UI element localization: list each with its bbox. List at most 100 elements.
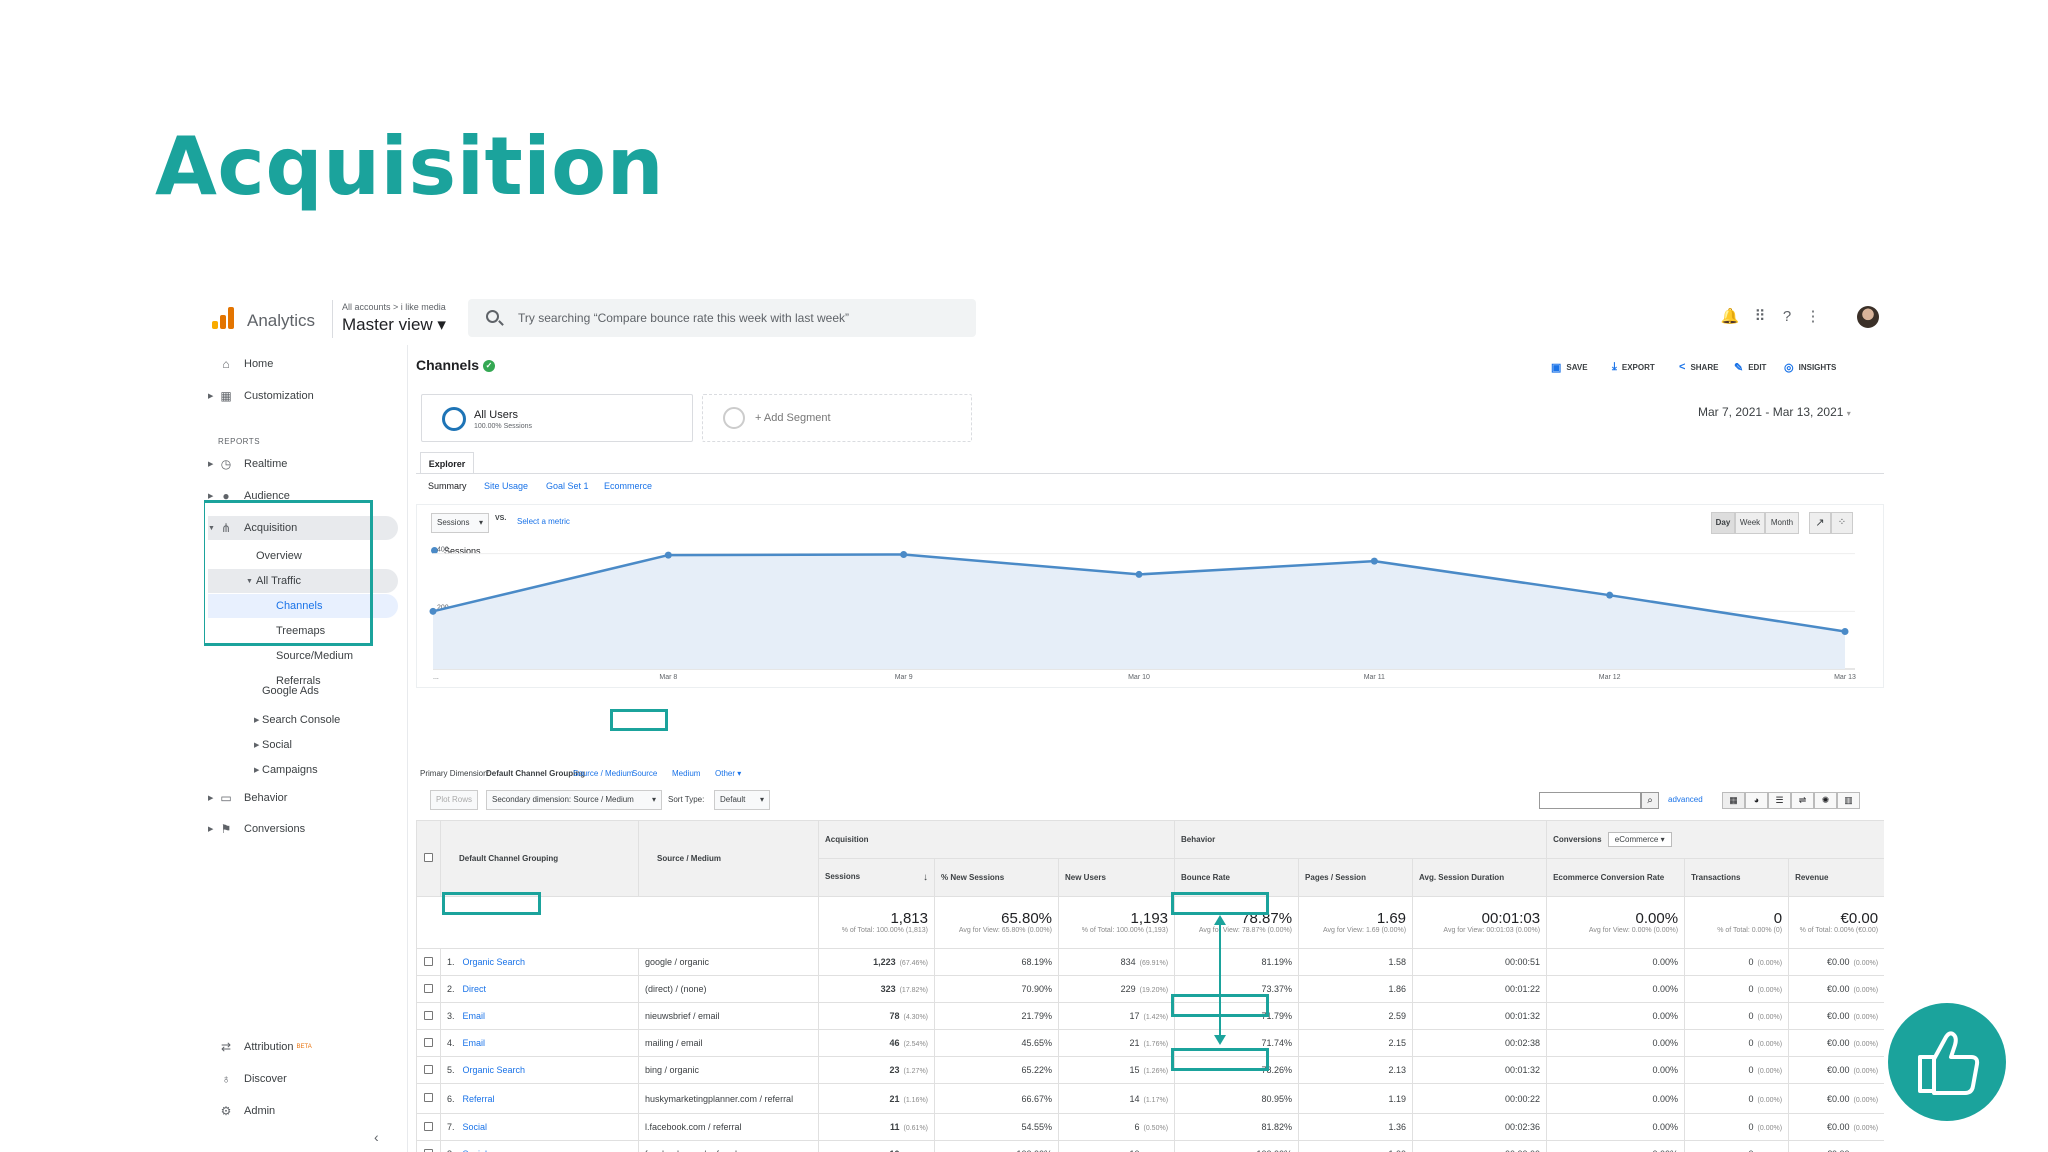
sidebar-item-home[interactable]: ⌂ Home — [218, 352, 273, 376]
row-select-cell[interactable] — [416, 975, 441, 1003]
month-button[interactable]: Month — [1765, 512, 1799, 534]
row-select-cell[interactable] — [416, 1056, 441, 1084]
sidebar-item-overview[interactable]: Overview — [256, 550, 302, 562]
subtab-goal-set[interactable]: Goal Set 1 — [546, 481, 589, 491]
col-header-sessions[interactable]: Sessions ↓ — [818, 858, 935, 897]
row-checkbox[interactable] — [424, 1148, 433, 1152]
primary-dimension-value[interactable]: Default Channel Grouping — [486, 769, 586, 778]
comparison-view-icon[interactable]: ⇌ — [1791, 792, 1814, 809]
notifications-bell-icon[interactable]: 🔔 — [1720, 308, 1740, 325]
row-checkbox[interactable] — [424, 1064, 433, 1074]
row-select-cell[interactable] — [416, 1083, 441, 1114]
sidebar-item-audience[interactable]: ▶ ● Audience — [208, 489, 290, 503]
pie-view-icon[interactable]: ◕ — [1745, 792, 1768, 809]
channel-link[interactable]: Organic Search — [462, 1065, 526, 1075]
sidebar-item-behavior[interactable]: ▶ ▭ Behavior — [208, 791, 288, 805]
sidebar-item-treemaps[interactable]: Treemaps — [276, 625, 326, 637]
select-metric-link[interactable]: Select a metric — [517, 517, 570, 526]
date-range-picker[interactable]: Mar 7, 2021 - Mar 13, 2021 ▾ — [1698, 405, 1851, 419]
col-header-source-medium[interactable]: Source / Medium — [638, 820, 819, 897]
table-search-icon[interactable]: ⌕ — [1641, 792, 1659, 809]
view-selector[interactable]: Master view ▾ — [342, 315, 446, 334]
sidebar-item-conversions[interactable]: ▶ ⚑ Conversions — [208, 822, 306, 836]
insights-button[interactable]: ◎ INSIGHTS — [1784, 362, 1837, 374]
share-button[interactable]: < SHARE — [1679, 361, 1719, 373]
sidebar-item-google-ads[interactable]: ▶Google Ads — [262, 685, 319, 697]
sidebar-item-attribution[interactable]: ⇄ Attribution BETA — [218, 1035, 312, 1059]
subtab-site-usage[interactable]: Site Usage — [484, 481, 529, 491]
edit-button[interactable]: ✎ EDIT — [1734, 362, 1767, 374]
line-chart-icon[interactable]: ↗ — [1809, 512, 1831, 534]
sidebar-item-discover[interactable]: ♁ Discover — [218, 1067, 287, 1091]
performance-view-icon[interactable]: ☰ — [1768, 792, 1791, 809]
row-checkbox[interactable] — [424, 1037, 433, 1047]
table-row[interactable]: 8. Social facebook.com / referral10(0.55%)… — [416, 1140, 1884, 1152]
search-input[interactable]: Try searching “Compare bounce rate this … — [468, 299, 976, 337]
col-header-bounce-rate[interactable]: Bounce Rate — [1174, 858, 1300, 897]
sidebar-item-social[interactable]: ▶ Social — [254, 739, 292, 751]
export-button[interactable]: ⤓ EXPORT — [1612, 361, 1655, 373]
table-row[interactable]: 5. Organic Search bing / organic 23 (1.27%) 6… — [416, 1056, 1884, 1084]
channel-link[interactable]: Email — [462, 1038, 486, 1048]
channel-link[interactable]: Social — [462, 1122, 488, 1132]
table-search-input[interactable] — [1539, 792, 1641, 809]
help-icon[interactable]: ? — [1782, 307, 1792, 325]
sidebar-item-admin[interactable]: ⚙ Admin — [218, 1099, 276, 1123]
col-header-avg-duration[interactable]: Avg. Session Duration — [1412, 858, 1548, 897]
channel-link[interactable]: Direct — [462, 984, 487, 994]
table-row[interactable]: 4. Email mailing / email 46 (2.54%) 45.65% 21(… — [416, 1029, 1884, 1057]
col-header-new-users[interactable]: New Users — [1057, 858, 1176, 897]
segment-all-users[interactable]: All Users 100.00% Sessions — [421, 394, 693, 442]
table-view-icon[interactable]: ▦ — [1722, 792, 1745, 809]
conversions-select[interactable]: eCommerce ▾ — [1607, 832, 1672, 847]
sidebar-item-all-traffic[interactable]: ▼ All Traffic — [208, 569, 398, 593]
row-checkbox[interactable] — [424, 1121, 433, 1131]
secondary-dimension-dropdown[interactable]: Secondary dimension: Source / Medium ▾ — [486, 790, 662, 810]
dim-source-medium-link[interactable]: Source / Medium — [573, 769, 634, 778]
dim-other-dropdown[interactable]: Other ▾ — [715, 769, 742, 778]
term-cloud-icon[interactable]: ✺ — [1814, 792, 1837, 809]
sidebar-item-realtime[interactable]: ▶ ◷ Realtime — [208, 457, 288, 471]
motion-chart-icon[interactable]: ⁘ — [1831, 512, 1853, 534]
row-checkbox[interactable] — [424, 956, 433, 966]
add-segment-button[interactable]: + Add Segment — [702, 394, 972, 442]
pivot-view-icon[interactable]: ▥ — [1837, 792, 1860, 809]
dim-source-link[interactable]: Source — [632, 769, 658, 778]
col-header-pages-session[interactable]: Pages / Session — [1298, 858, 1414, 897]
channel-link[interactable]: Referral — [462, 1093, 495, 1104]
save-button[interactable]: ▣ SAVE — [1551, 362, 1588, 374]
row-checkbox[interactable] — [424, 1010, 433, 1020]
col-header-revenue[interactable]: Revenue — [1788, 858, 1884, 897]
day-button[interactable]: Day — [1711, 512, 1735, 534]
avatar[interactable] — [1857, 306, 1879, 328]
table-row[interactable]: 3. Email nieuwsbrief / email 78 (4.30%) 21.79… — [416, 1002, 1884, 1030]
sidebar-item-source-medium[interactable]: Source/Medium — [276, 650, 354, 662]
tab-explorer[interactable]: Explorer — [420, 452, 474, 474]
week-button[interactable]: Week — [1735, 512, 1765, 534]
sidebar-item-referrals[interactable]: Referrals — [276, 675, 321, 687]
analytics-logo-icon[interactable] — [212, 307, 236, 329]
row-checkbox[interactable] — [424, 983, 433, 993]
col-header-channel[interactable]: Default Channel Grouping — [440, 820, 639, 897]
select-all-cell[interactable] — [416, 820, 441, 897]
row-select-cell[interactable] — [416, 1113, 441, 1141]
more-vert-icon[interactable]: ⋮ — [1805, 308, 1821, 325]
accounts-breadcrumb[interactable]: All accounts > i like media — [342, 302, 446, 312]
sidebar-item-campaigns[interactable]: ▶ Campaigns — [254, 764, 318, 776]
table-row[interactable]: 6. Referral huskymarketingplanner.com / re… — [416, 1083, 1884, 1114]
col-header-transactions[interactable]: Transactions — [1684, 858, 1790, 897]
table-row[interactable]: 7. Social l.facebook.com / referral 11 (0.61… — [416, 1113, 1884, 1141]
row-select-cell[interactable] — [416, 1140, 441, 1152]
row-select-cell[interactable] — [416, 1029, 441, 1057]
dim-medium-link[interactable]: Medium — [672, 769, 701, 778]
subtab-summary[interactable]: Summary — [428, 481, 467, 491]
sidebar-item-acquisition[interactable]: ▼ ⋔ Acquisition — [208, 516, 398, 540]
channel-link[interactable]: Email — [462, 1011, 486, 1021]
subtab-ecommerce[interactable]: Ecommerce — [604, 481, 653, 491]
channel-link[interactable]: Organic Search — [462, 957, 526, 967]
row-checkbox[interactable] — [424, 1093, 433, 1102]
sidebar-item-channels[interactable]: Channels — [208, 594, 398, 618]
row-select-cell[interactable] — [416, 948, 441, 976]
sort-type-dropdown[interactable]: Default ▾ — [714, 790, 770, 810]
metric-dropdown[interactable]: Sessions ▾ — [431, 513, 489, 533]
